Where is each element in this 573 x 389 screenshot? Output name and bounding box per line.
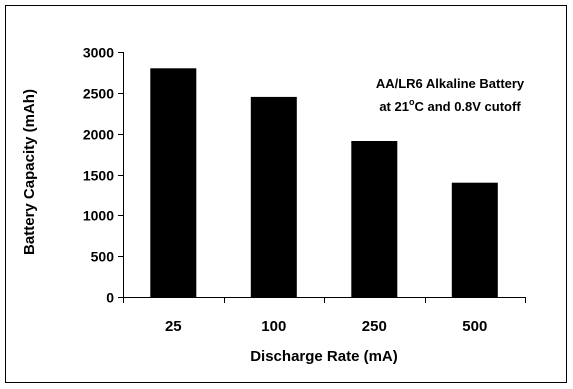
bar-500 — [451, 182, 498, 297]
chart-annotation: AA/LR6 Alkaline Battery at 21oC and 0.8V… — [376, 76, 525, 114]
y-tick-label: 2500 — [83, 86, 114, 102]
y-ticks-group: 0 500 1000 1500 2000 2500 3000 — [83, 45, 123, 306]
x-ticks-group: 25 100 250 500 — [123, 297, 526, 335]
y-tick-label: 2000 — [83, 127, 114, 143]
x-tick-label: 250 — [362, 318, 387, 335]
bar-25 — [150, 68, 197, 297]
y-tick-label: 500 — [91, 249, 115, 265]
x-axis-title: Discharge Rate (mA) — [250, 348, 398, 365]
x-tick-label: 500 — [462, 318, 487, 335]
y-tick-label: 1000 — [83, 208, 114, 224]
x-tick-label: 100 — [261, 318, 286, 335]
x-tick-label: 25 — [165, 318, 182, 335]
annotation-degree-sup: o — [409, 97, 415, 107]
annotation-line-2-prefix: at 21 — [379, 99, 409, 114]
bars-group — [150, 68, 498, 298]
y-tick-label: 0 — [106, 290, 114, 306]
annotation-line-2: at 21oC and 0.8V cutoff — [379, 97, 521, 114]
bar-250 — [351, 141, 398, 297]
y-axis-title: Battery Capacity (mAh) — [21, 89, 38, 255]
annotation-line-1: AA/LR6 Alkaline Battery — [376, 76, 525, 91]
y-tick-label: 3000 — [83, 45, 114, 61]
y-tick-label: 1500 — [83, 168, 114, 184]
annotation-line-2-suffix: C and 0.8V cutoff — [414, 99, 521, 114]
bar-100 — [250, 96, 297, 298]
